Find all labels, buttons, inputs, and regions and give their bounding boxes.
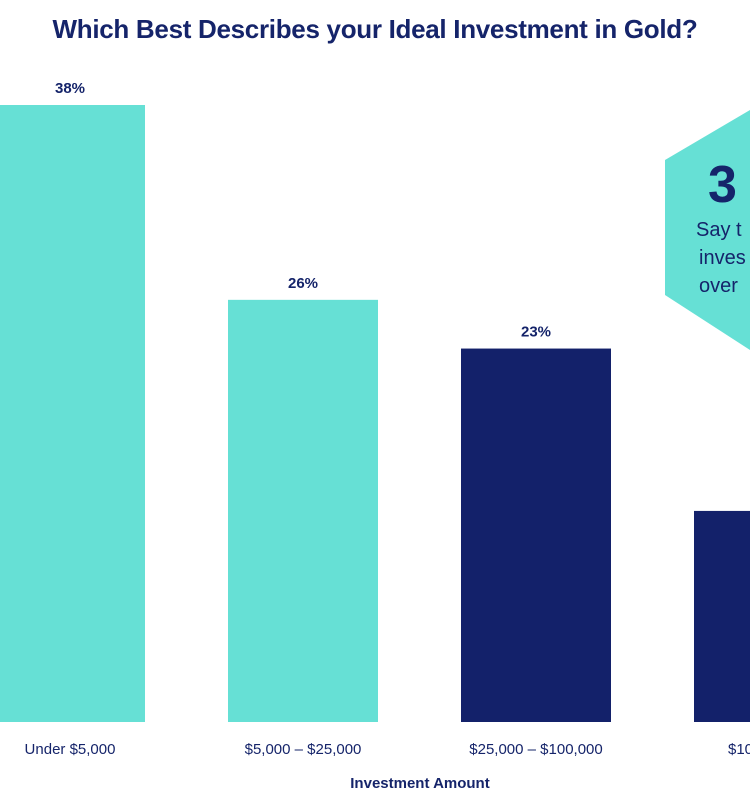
tick-label-0: Under $5,000: [25, 741, 116, 758]
callout-line-3: over: [699, 275, 738, 297]
chart-title: Which Best Describes your Ideal Investme…: [52, 14, 698, 44]
bar-3: [694, 510, 750, 722]
callout-line-1: Say t: [696, 219, 742, 241]
tick-label-1: $5,000 – $25,000: [245, 741, 362, 758]
callout-big-number: 3: [708, 156, 737, 214]
bar-1: [228, 299, 378, 722]
data-label-0: 38%: [55, 80, 85, 97]
tick-label-3: $10: [728, 741, 750, 758]
bar-2: [461, 348, 611, 722]
bar-0: [0, 105, 145, 722]
data-label-1: 26%: [288, 275, 318, 292]
callout-line-2: inves: [699, 247, 746, 269]
data-labels: 38% 26% 23%: [55, 80, 551, 341]
bars: [0, 105, 750, 722]
callout-hexagon: 3 Say t inves over: [665, 110, 750, 350]
x-tick-labels: Under $5,000 $5,000 – $25,000 $25,000 – $1…: [25, 741, 750, 758]
data-label-2: 23%: [521, 324, 551, 341]
x-axis-label: Investment Amount: [350, 775, 489, 792]
callout-shape: [665, 110, 750, 350]
tick-label-2: $25,000 – $100,000: [469, 741, 602, 758]
